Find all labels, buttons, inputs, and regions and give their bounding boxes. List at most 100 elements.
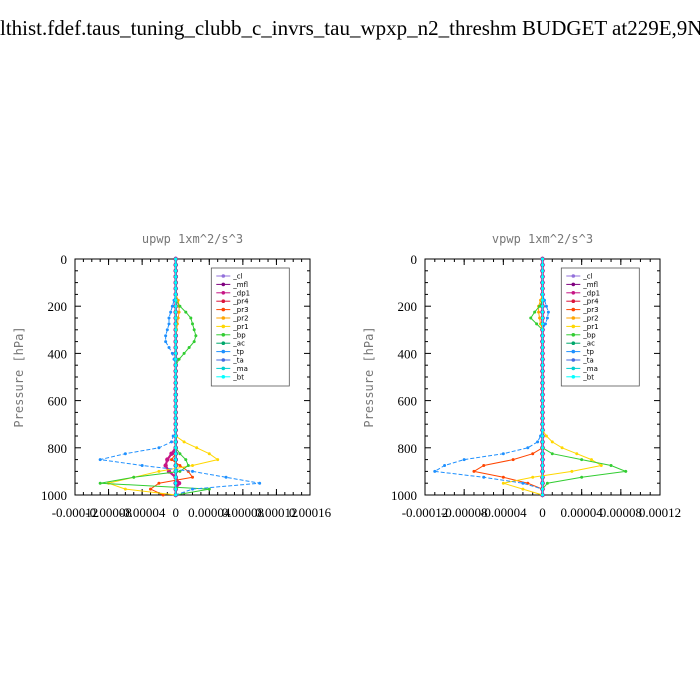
legend-entry-dp1: _dp1: [232, 289, 250, 297]
data-point: [541, 334, 544, 338]
legend-marker: [221, 291, 226, 295]
legend-entry-mfl: _mfl: [232, 281, 248, 289]
data-point: [174, 363, 178, 367]
data-point: [541, 405, 544, 408]
data-point: [533, 310, 537, 314]
data-point: [174, 475, 178, 479]
x-tick-label: 0.00008: [600, 505, 642, 520]
data-point: [98, 481, 102, 485]
y-axis-label: Pressure [hPa]: [362, 326, 376, 427]
data-point: [167, 322, 171, 326]
data-point: [541, 340, 544, 344]
data-point: [531, 452, 535, 456]
data-point: [187, 346, 191, 349]
legend-entry-mfl: _mfl: [582, 281, 598, 289]
data-point: [560, 446, 564, 450]
data-point: [541, 281, 544, 285]
legend-entry-bt: _bt: [232, 373, 244, 381]
data-point: [541, 452, 544, 456]
data-point: [538, 304, 542, 308]
data-point: [191, 469, 194, 473]
legend-marker: [221, 299, 226, 304]
legend-marker: [571, 274, 576, 278]
data-point: [536, 440, 540, 444]
data-point: [443, 464, 447, 467]
data-point: [174, 281, 178, 285]
data-point: [541, 328, 544, 332]
data-point: [433, 469, 437, 473]
legend-entry-pr2: _pr2: [232, 315, 248, 323]
data-point: [541, 487, 544, 491]
data-point: [541, 393, 544, 397]
data-point: [541, 464, 544, 467]
data-point: [174, 369, 178, 373]
data-point: [176, 316, 180, 320]
data-point: [182, 351, 186, 355]
upwp-panel: upwp 1xm^2/s^3 Pressure [hPa] 0 200 400 600 80…: [12, 232, 332, 520]
data-point: [174, 416, 178, 420]
legend-marker: [221, 366, 226, 371]
data-point: [191, 475, 194, 479]
data-point: [169, 310, 173, 314]
x-tick-label: 0.00012: [255, 505, 297, 520]
x-tick-label: -0.00012: [402, 505, 449, 520]
data-point: [184, 458, 188, 462]
y-tick-label: 0: [411, 252, 418, 267]
data-point: [521, 487, 525, 491]
data-point: [174, 452, 178, 456]
data-point: [541, 310, 544, 314]
data-point: [541, 446, 544, 450]
data-point: [541, 458, 544, 462]
data-point: [501, 475, 505, 479]
legend-marker: [221, 307, 226, 312]
data-point: [550, 440, 554, 444]
x-tick-label: -0.00004: [119, 505, 166, 520]
data-point: [541, 440, 544, 444]
data-point: [541, 422, 544, 426]
data-point: [132, 475, 136, 479]
legend-marker: [571, 324, 576, 329]
data-point: [191, 464, 194, 467]
data-point: [541, 387, 544, 391]
legend-marker: [571, 375, 576, 379]
data-point: [174, 340, 178, 344]
legend-entry-pr4: _pr4: [232, 298, 249, 306]
data-point: [482, 475, 486, 479]
data-point: [541, 434, 544, 438]
data-point: [174, 346, 178, 349]
data-point: [541, 275, 544, 279]
data-point: [192, 340, 196, 344]
data-point: [174, 399, 178, 403]
data-point: [174, 351, 178, 355]
series-line-tp: [433, 259, 549, 495]
data-point: [177, 357, 181, 361]
data-point: [541, 469, 544, 473]
data-point: [541, 381, 544, 385]
data-point: [174, 287, 178, 290]
data-point: [609, 464, 613, 467]
data-point: [174, 328, 178, 332]
data-point: [171, 434, 175, 438]
legend-marker: [571, 307, 576, 312]
data-point: [544, 304, 548, 308]
data-point: [529, 316, 533, 320]
data-point: [157, 481, 161, 485]
data-point: [178, 452, 182, 456]
data-point: [174, 481, 178, 485]
x-tick-label: 0.00004: [561, 505, 604, 520]
legend-marker: [571, 341, 576, 346]
x-tick-label: 0.00004: [188, 505, 231, 520]
legend-marker: [221, 274, 226, 278]
data-point: [174, 387, 178, 391]
data-point: [541, 269, 544, 273]
legend-marker: [221, 282, 226, 287]
x-tick-label: 0: [539, 505, 546, 520]
data-point: [174, 322, 178, 326]
data-point: [541, 375, 544, 379]
data-point: [170, 440, 174, 444]
data-point: [541, 357, 544, 361]
data-point: [178, 304, 182, 308]
data-point: [541, 493, 544, 497]
data-point: [191, 487, 194, 491]
data-point: [511, 458, 515, 462]
